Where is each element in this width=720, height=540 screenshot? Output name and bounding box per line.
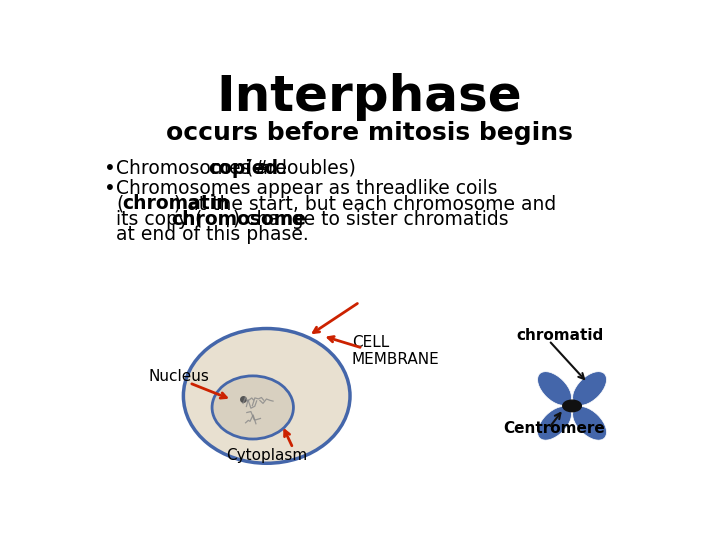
Text: Chromosomes are: Chromosomes are [117, 159, 293, 178]
Text: occurs before mitosis begins: occurs before mitosis begins [166, 120, 572, 145]
Text: (: ( [117, 194, 124, 213]
Ellipse shape [538, 372, 572, 406]
Text: chromatid: chromatid [516, 328, 603, 343]
Text: ) at the start, but each chromosome and: ) at the start, but each chromosome and [174, 194, 557, 213]
Text: ) change to sister chromatids: ) change to sister chromatids [233, 210, 509, 228]
Ellipse shape [538, 407, 572, 440]
Text: chromosome: chromosome [171, 210, 307, 228]
Text: •: • [104, 159, 116, 178]
Text: copied: copied [209, 159, 279, 178]
Text: •: • [104, 179, 116, 198]
Text: Cytoplasm: Cytoplasm [226, 448, 307, 463]
Text: Chromosomes appear as threadlike coils: Chromosomes appear as threadlike coils [117, 179, 498, 198]
Ellipse shape [184, 328, 350, 463]
Text: Nucleus: Nucleus [148, 369, 209, 384]
Ellipse shape [572, 372, 606, 406]
Text: its copy (: its copy ( [117, 210, 203, 228]
Ellipse shape [572, 407, 606, 440]
Text: chromatin: chromatin [122, 194, 229, 213]
Ellipse shape [563, 400, 581, 411]
Text: at end of this phase.: at end of this phase. [117, 225, 309, 244]
Ellipse shape [212, 376, 294, 439]
Text: Centromere: Centromere [503, 421, 605, 436]
Text: CELL
MEMBRANE: CELL MEMBRANE [352, 335, 440, 367]
Text: (# doubles): (# doubles) [246, 159, 356, 178]
Text: Interphase: Interphase [216, 73, 522, 121]
